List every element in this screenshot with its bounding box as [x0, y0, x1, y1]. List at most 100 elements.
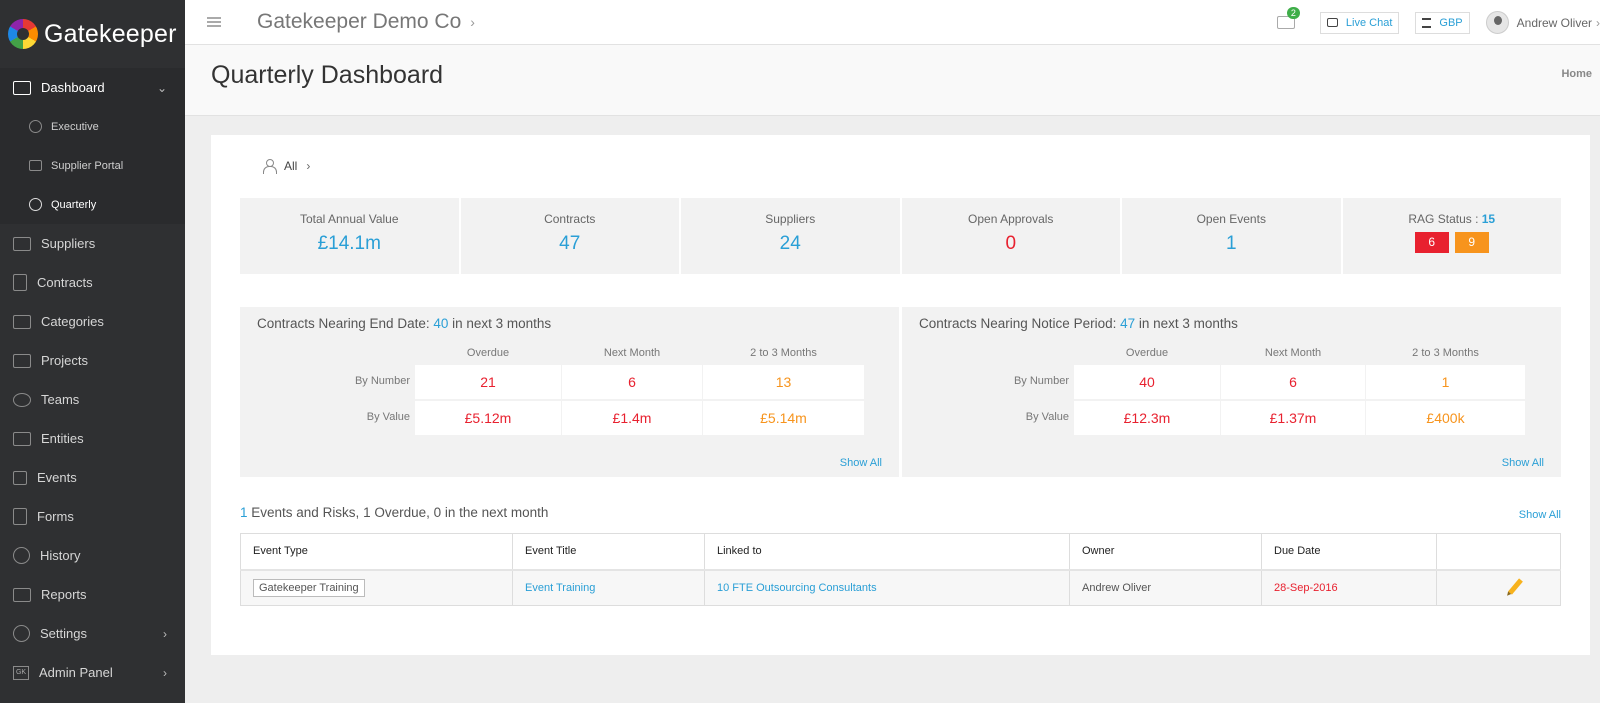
- chevron-right-icon: ›: [163, 626, 167, 641]
- page-header: Quarterly Dashboard Home: [185, 45, 1600, 116]
- sidebar-item-entities[interactable]: Entities: [0, 419, 185, 458]
- stat-total-annual-value[interactable]: Total Annual Value £14.1m: [240, 198, 459, 274]
- stat-value: 0: [1005, 233, 1017, 254]
- owner-filter[interactable]: All ›: [263, 159, 310, 174]
- cell-owner: Andrew Oliver: [1069, 569, 1262, 606]
- sidebar-item-label: Teams: [41, 392, 80, 407]
- logo[interactable]: Gatekeeper: [0, 0, 185, 68]
- show-all-link[interactable]: Show All: [839, 457, 882, 469]
- col-linked-to[interactable]: Linked to: [704, 533, 1070, 571]
- sidebar-item-reports[interactable]: Reports: [0, 575, 185, 614]
- cell-number-overdue[interactable]: 21: [415, 365, 561, 399]
- stat-suppliers[interactable]: Suppliers 24: [681, 198, 900, 274]
- mail-icon[interactable]: 2: [1276, 7, 1300, 29]
- stat-label: Contracts: [544, 212, 596, 226]
- panel-title: Contracts Nearing End Date: 40 in next 3…: [257, 316, 551, 331]
- panel-title-suffix: in next 3 months: [448, 316, 552, 331]
- rag-amber-count[interactable]: 9: [1454, 232, 1489, 253]
- company-name[interactable]: Gatekeeper Demo Co: [257, 10, 462, 33]
- stat-label: Open Approvals: [968, 212, 1054, 226]
- stats-row: Total Annual Value £14.1m Contracts 47 S…: [240, 198, 1561, 274]
- cell-value-overdue[interactable]: £12.3m: [1074, 401, 1220, 435]
- sidebar-item-suppliers[interactable]: Suppliers: [0, 224, 185, 263]
- col-event-title[interactable]: Event Title: [512, 533, 705, 571]
- sidebar-item-teams[interactable]: Teams: [0, 380, 185, 419]
- cell-value-2-to-3-months[interactable]: £400k: [1366, 401, 1525, 435]
- panel-title-prefix: Contracts Nearing Notice Period:: [919, 316, 1121, 331]
- sidebar-item-contracts[interactable]: Contracts: [0, 263, 185, 302]
- row-by-number: By Number: [354, 375, 410, 387]
- sidebar-item-settings[interactable]: Settings ›: [0, 614, 185, 653]
- stat-open-approvals[interactable]: Open Approvals 0: [901, 198, 1120, 274]
- currency-label: GBP: [1439, 16, 1463, 29]
- sidebar-item-label: Forms: [37, 509, 74, 524]
- cell-number-next-month[interactable]: 6: [1221, 365, 1365, 399]
- cell-value-2-to-3-months[interactable]: £5.14m: [703, 401, 864, 435]
- globe-icon: [29, 120, 42, 133]
- flag-icon: [13, 470, 27, 485]
- sidebar-item-projects[interactable]: Projects: [0, 341, 185, 380]
- panel-count[interactable]: 40: [433, 316, 449, 331]
- clipboard-icon: [13, 508, 27, 525]
- cell-number-overdue[interactable]: 40: [1074, 365, 1220, 399]
- users-icon: [13, 392, 31, 407]
- row-by-number: By Number: [1013, 375, 1069, 387]
- pencil-square-icon: [13, 353, 31, 368]
- monitor-icon: [13, 80, 31, 95]
- sidebar-item-categories[interactable]: Categories: [0, 302, 185, 341]
- cell-actions: [1436, 569, 1561, 606]
- sidebar-item-forms[interactable]: Forms: [0, 497, 185, 536]
- mail-count-badge: 2: [1286, 7, 1300, 19]
- avatar[interactable]: [1485, 11, 1509, 34]
- stat-contracts[interactable]: Contracts 47: [460, 198, 679, 274]
- events-count[interactable]: 1: [240, 505, 248, 520]
- events-show-all-link[interactable]: Show All: [1518, 509, 1561, 521]
- live-chat-button[interactable]: Live Chat: [1319, 11, 1400, 34]
- sidebar-subitem-quarterly[interactable]: Quarterly: [0, 185, 185, 224]
- gear-icon: [13, 625, 30, 642]
- cell-value-overdue[interactable]: £5.12m: [415, 401, 561, 435]
- rag-red-count[interactable]: 6: [1414, 232, 1449, 253]
- panel-count[interactable]: 47: [1120, 316, 1136, 331]
- chevron-right-icon[interactable]: ›: [1596, 15, 1600, 30]
- cell-value-next-month[interactable]: £1.4m: [562, 401, 702, 435]
- stat-value: 47: [559, 233, 581, 254]
- sidebar-subitem-executive[interactable]: Executive: [0, 107, 185, 146]
- hamburger-menu-icon[interactable]: [207, 17, 221, 27]
- cell-number-2-to-3-months[interactable]: 1: [1366, 365, 1525, 399]
- person-icon: [263, 159, 277, 174]
- col-owner[interactable]: Owner: [1069, 533, 1262, 571]
- breadcrumb-home[interactable]: Home: [1561, 68, 1592, 80]
- event-title-link[interactable]: Event Training: [525, 581, 596, 594]
- panel-title-prefix: Contracts Nearing End Date:: [257, 316, 434, 331]
- cell-number-2-to-3-months[interactable]: 13: [703, 365, 864, 399]
- row-by-value: By Value: [1025, 411, 1069, 423]
- col-event-type[interactable]: Event Type: [240, 533, 513, 571]
- sidebar-subitem-supplier-portal[interactable]: Supplier Portal: [0, 146, 185, 185]
- user-name[interactable]: Andrew Oliver: [1516, 15, 1592, 30]
- sidebar-item-admin-panel[interactable]: GK Admin Panel ›: [0, 653, 185, 692]
- currency-button[interactable]: GBP: [1415, 11, 1470, 34]
- sidebar-item-dashboard[interactable]: Dashboard ⌄: [0, 68, 185, 107]
- cell-value-next-month[interactable]: £1.37m: [1221, 401, 1365, 435]
- stat-label: Open Events: [1196, 212, 1266, 226]
- stat-rag-status[interactable]: RAG Status : 15 6 9: [1342, 198, 1562, 274]
- col-due-date[interactable]: Due Date: [1261, 533, 1437, 571]
- col-overdue: Overdue: [466, 347, 510, 359]
- stat-open-events[interactable]: Open Events 1: [1122, 198, 1341, 274]
- sidebar-item-events[interactable]: Events: [0, 458, 185, 497]
- sidebar-item-history[interactable]: History: [0, 536, 185, 575]
- events-table: Event Type Event Title Linked to Owner D…: [240, 533, 1561, 606]
- live-chat-label: Live Chat: [1345, 16, 1393, 29]
- show-all-link[interactable]: Show All: [1501, 457, 1544, 469]
- chevron-right-icon[interactable]: ›: [470, 14, 475, 30]
- sidebar-item-label: History: [40, 548, 81, 563]
- row-by-value: By Value: [366, 411, 410, 423]
- sidebar-item-label: Contracts: [37, 275, 93, 290]
- cell-number-next-month[interactable]: 6: [562, 365, 702, 399]
- edit-pencil-icon[interactable]: [1508, 578, 1523, 595]
- rag-boxes: 6 9: [1343, 232, 1562, 253]
- cell-linked-to: 10 FTE Outsourcing Consultants: [704, 569, 1070, 606]
- linked-contract-link[interactable]: 10 FTE Outsourcing Consultants: [717, 581, 877, 594]
- chart-icon: [13, 587, 31, 602]
